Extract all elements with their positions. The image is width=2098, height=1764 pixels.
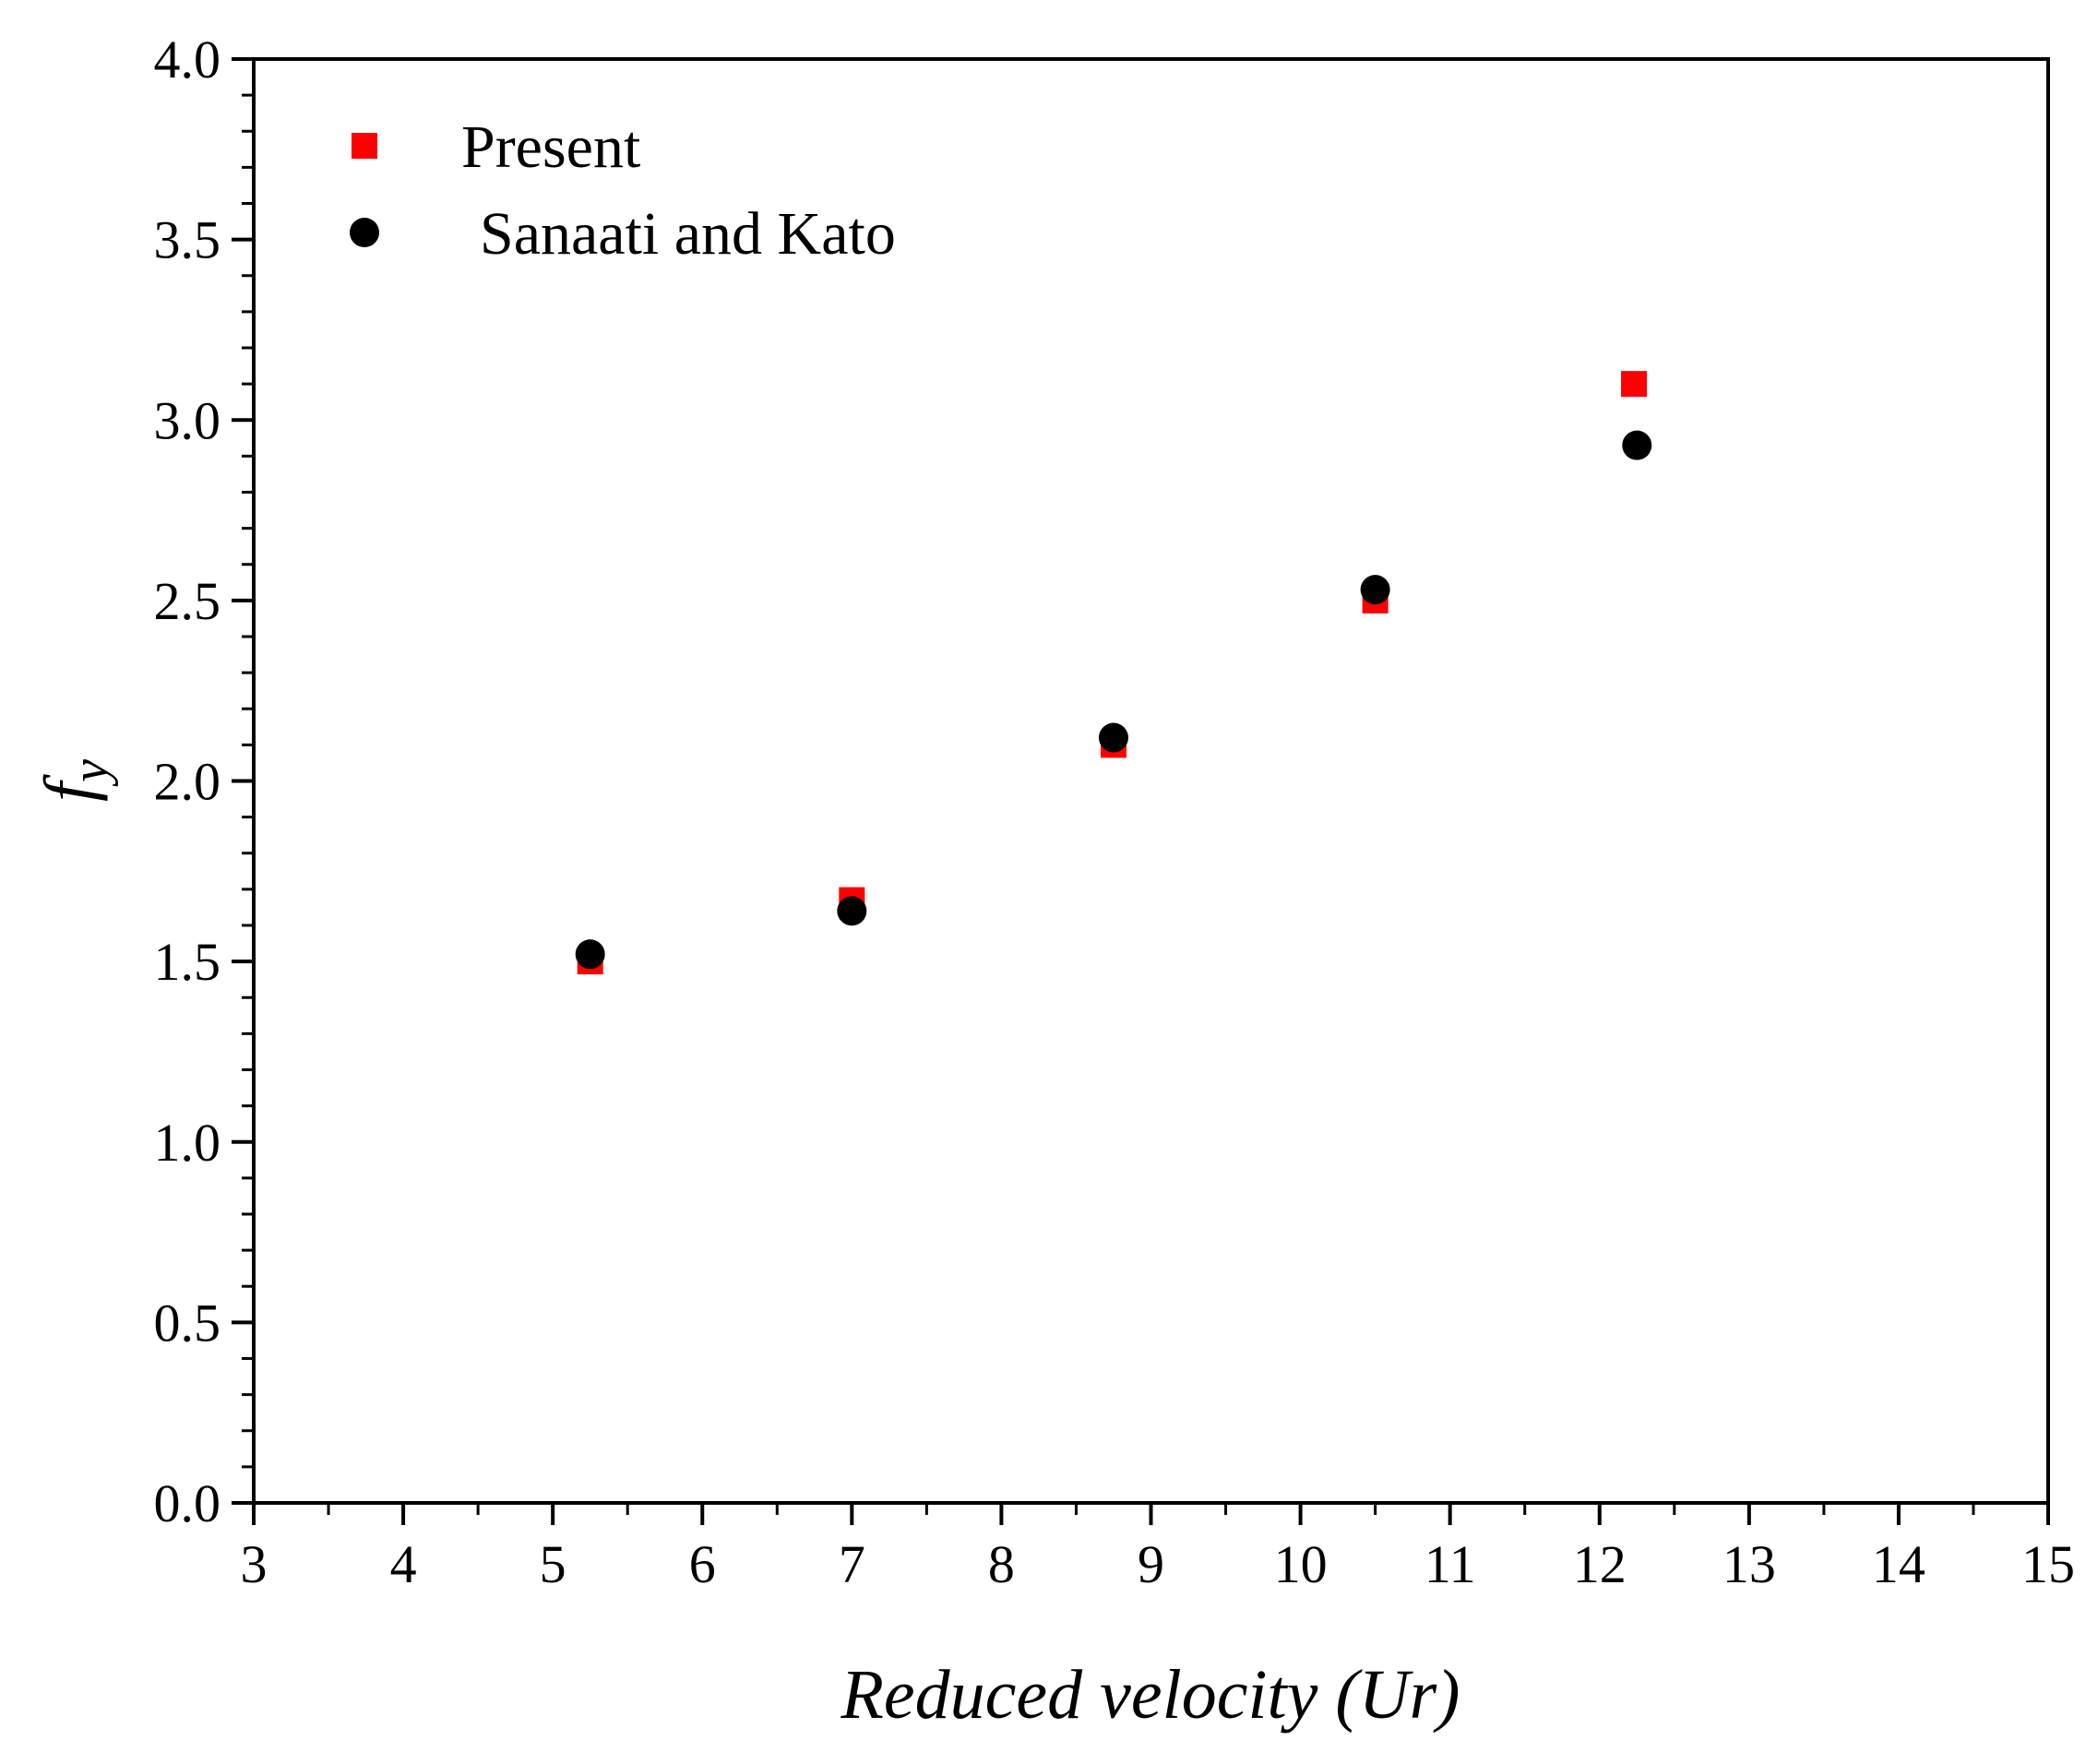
x-tick-label: 10: [1274, 1534, 1328, 1594]
data-point-circle: [1098, 722, 1128, 753]
legend-marker-square: [352, 133, 377, 159]
ticks-layer: 3 4 5 6 7 8 9 10 11 12 13 14 15 0.0 0.5 1.0 1.5 2.0 2.5 3.0…: [154, 30, 2076, 1594]
y-tick-label: 2.0: [154, 752, 221, 812]
legend-marker-circle: [350, 218, 379, 247]
x-tick-label: 11: [1424, 1534, 1476, 1594]
y-tick-label: 1.0: [154, 1113, 221, 1173]
plot-frame: [252, 57, 2050, 1505]
y-tick-label: 4.0: [154, 30, 221, 89]
x-tick-label: 9: [1138, 1534, 1164, 1594]
data-marks: [575, 371, 1652, 975]
x-tick-label: 14: [1872, 1534, 1925, 1594]
data-point-circle: [1622, 430, 1652, 460]
y-tick-label: 3.0: [154, 390, 221, 450]
data-point-circle: [575, 939, 605, 970]
x-tick-label: 4: [390, 1534, 417, 1594]
legend-label: Present: [461, 113, 640, 181]
y-axis-title: fy: [30, 759, 119, 802]
x-tick-label: 7: [839, 1534, 865, 1594]
legend-label: Sanaati and Kato: [480, 200, 896, 268]
y-tick-label: 3.5: [154, 210, 221, 270]
x-axis-title: Reduced velocity (Ur): [840, 1656, 1460, 1734]
x-tick-label: 3: [241, 1534, 268, 1594]
x-tick-label: 12: [1573, 1534, 1627, 1594]
y-tick-label: 2.5: [154, 571, 221, 631]
x-tick-label: 6: [689, 1534, 716, 1594]
data-point-square: [1621, 371, 1648, 398]
x-tick-label: 15: [2021, 1534, 2075, 1594]
x-tick-label: 5: [540, 1534, 566, 1594]
legend: Present Sanaati and Kato: [350, 113, 896, 268]
y-axis-title-sub: y: [62, 759, 119, 787]
svg-text:fy: fy: [30, 759, 119, 802]
data-point-circle: [1360, 575, 1390, 605]
data-point-circle: [837, 896, 867, 926]
series-2: [575, 430, 1652, 970]
x-tick-label: 8: [988, 1534, 1015, 1594]
y-tick-label: 1.5: [154, 932, 221, 992]
y-tick-label: 0.0: [154, 1473, 221, 1533]
x-tick-label: 13: [1723, 1534, 1776, 1594]
y-tick-label: 0.5: [154, 1293, 221, 1353]
